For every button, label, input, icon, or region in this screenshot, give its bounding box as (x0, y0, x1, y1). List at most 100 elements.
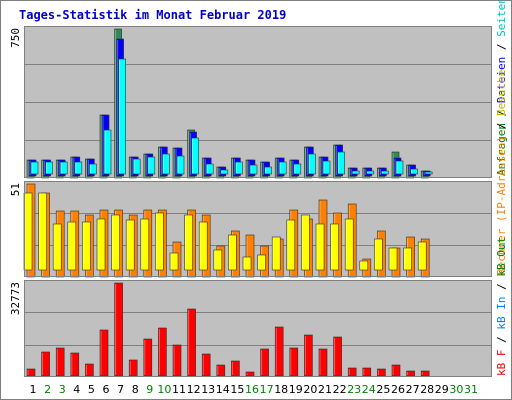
bar-visitors-s1-day-23 (344, 218, 354, 271)
bar-requests-s2-day-23 (351, 170, 360, 175)
right-legend-label-bottom: kB F / kB In / kB Out (495, 237, 508, 376)
bar-visitors-s1-day-6 (96, 218, 106, 271)
x-tick-label-day-3: 3 (59, 383, 66, 396)
right-legend-part-middle-1: / (495, 116, 508, 136)
bar-visitors-s1-day-25 (374, 238, 383, 271)
bar-visitors-s1-day-9 (140, 218, 150, 271)
bar-requests-s2-day-12 (191, 137, 199, 175)
bar-requests-s2-day-13 (205, 163, 214, 175)
bar-requests-s2-day-6 (103, 129, 112, 175)
bar-requests-s2-day-19 (293, 163, 302, 175)
x-tick-label-day-8: 8 (132, 383, 139, 396)
bar-visitors-s1-day-10 (155, 212, 164, 271)
bar-requests-s2-day-2 (45, 161, 53, 175)
bar-visitors-s1-day-8 (125, 219, 135, 271)
bar-visitors-s1-day-19 (286, 219, 296, 271)
right-legend-label-middle: Rechner (IP-Adressen) / Besuche (495, 70, 508, 275)
y-axis-max-label-visitors: 51 (9, 183, 22, 196)
bar-requests-s2-day-8 (132, 158, 141, 175)
right-legend-part-top-4: Seiten (495, 0, 508, 37)
bar-requests-s2-day-11 (176, 155, 185, 175)
x-tick-label-day-24: 24 (362, 383, 376, 396)
bar-requests-s2-day-21 (322, 160, 331, 175)
bar-requests-s2-day-22 (337, 151, 345, 175)
x-tick-label-day-28: 28 (420, 383, 434, 396)
x-tick-label-day-9: 9 (146, 383, 153, 396)
bar-visitors-s1-day-16 (242, 256, 252, 271)
x-tick-label-day-17: 17 (260, 383, 274, 396)
bar-visitors-s1-day-22 (330, 223, 339, 271)
bar-requests-s2-day-20 (308, 153, 316, 175)
x-tick-label-day-21: 21 (318, 383, 332, 396)
bar-requests-s2-day-5 (89, 163, 97, 175)
x-tick-label-day-12: 12 (187, 383, 201, 396)
bar-requests-s2-day-24 (366, 170, 375, 175)
bar-visitors-s1-day-5 (82, 221, 91, 271)
page-title: Tages-Statistik im Monat Februar 2019 (19, 8, 287, 22)
bar-visitors-s1-day-11 (169, 252, 179, 271)
x-tick-label-day-1: 1 (30, 383, 37, 396)
bar-requests-s2-day-16 (249, 164, 258, 175)
x-tick-label-day-14: 14 (216, 383, 230, 396)
x-tick-label-day-18: 18 (274, 383, 288, 396)
y-axis-max-label-traffic: 32773 (9, 282, 22, 315)
bar-requests-s2-day-18 (278, 161, 287, 175)
bar-visitors-s1-day-20 (301, 214, 310, 271)
bar-visitors-s1-day-12 (184, 214, 193, 271)
x-tick-label-day-13: 13 (201, 383, 215, 396)
right-legend-part-middle-0: Rechner (IP-Adressen) (495, 136, 508, 275)
x-tick-label-day-2: 2 (44, 383, 51, 396)
bar-visitors-s1-day-27 (403, 247, 412, 271)
x-tick-label-day-7: 7 (117, 383, 124, 396)
bar-requests-s2-day-10 (162, 153, 170, 175)
bar-visitors-s1-day-21 (315, 223, 325, 271)
bar-visitors-s1-day-24 (359, 260, 369, 271)
chart-panel-border-visitors (24, 181, 492, 277)
bar-visitors-s1-day-15 (228, 234, 237, 271)
bar-requests-s2-day-15 (235, 161, 243, 175)
x-tick-label-day-5: 5 (88, 383, 95, 396)
bar-visitors-s1-day-13 (198, 221, 208, 271)
bar-requests-s2-day-17 (264, 166, 272, 175)
right-legend-part-bottom-1: / (495, 330, 508, 350)
bar-visitors-s1-day-17 (257, 254, 266, 271)
x-tick-label-day-11: 11 (172, 383, 186, 396)
right-legend-part-bottom-2: kB In (495, 297, 508, 330)
bar-requests-s2-day-9 (147, 156, 156, 175)
chart-panel-border-traffic (24, 280, 492, 377)
right-legend-part-bottom-3: / (495, 277, 508, 297)
right-legend-part-bottom-0: kB F (495, 350, 508, 377)
bar-requests-s2-day-1 (30, 161, 39, 175)
x-tick-label-day-10: 10 (157, 383, 171, 396)
bar-visitors-s1-day-26 (388, 247, 398, 271)
x-tick-label-day-25: 25 (376, 383, 390, 396)
right-legend-part-bottom-4: kB Out (495, 237, 508, 277)
x-tick-label-day-4: 4 (73, 383, 80, 396)
bar-visitors-s1-day-4 (67, 221, 77, 271)
x-tick-label-day-29: 29 (435, 383, 449, 396)
bar-requests-s2-day-25 (381, 170, 389, 175)
x-tick-label-day-31: 31 (464, 383, 478, 396)
bar-requests-s2-day-3 (59, 161, 68, 175)
bar-visitors-s1-day-18 (271, 236, 281, 271)
bar-requests-s2-day-28 (424, 171, 433, 175)
bar-visitors-s1-day-2 (38, 192, 47, 271)
bar-visitors-s1-day-14 (213, 249, 223, 271)
bar-visitors-s1-day-7 (111, 214, 120, 271)
bar-requests-s2-day-7 (118, 58, 126, 175)
right-legend-part-top-0: Anfragen (495, 123, 508, 176)
bar-requests-s2-day-26 (395, 160, 404, 175)
x-tick-label-day-15: 15 (230, 383, 244, 396)
x-tick-label-day-20: 20 (303, 383, 317, 396)
right-legend-part-top-1: / (495, 103, 508, 123)
y-axis-max-label-requests: 750 (9, 28, 22, 48)
bar-requests-s2-day-4 (74, 161, 83, 175)
x-tick-label-day-26: 26 (391, 383, 405, 396)
right-legend-label-top: Anfragen / Dateien / Seiten (495, 0, 508, 176)
x-tick-label-day-23: 23 (347, 383, 361, 396)
right-legend-part-top-2: Dateien (495, 57, 508, 103)
right-legend-part-top-3: / (495, 37, 508, 57)
bar-requests-s2-day-27 (410, 168, 418, 175)
bar-requests-s2-day-14 (220, 169, 229, 175)
